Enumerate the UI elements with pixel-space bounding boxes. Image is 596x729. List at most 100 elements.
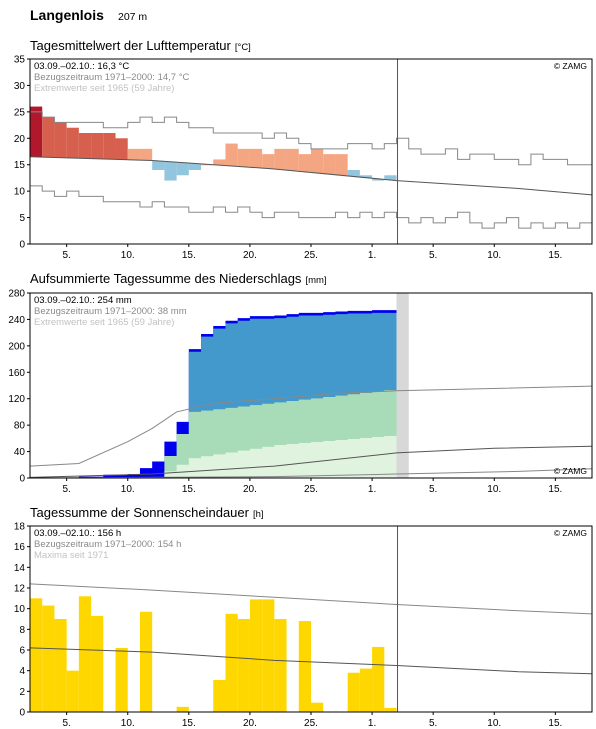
sun-bar xyxy=(298,621,311,712)
sun-bar xyxy=(359,668,373,712)
y-tick-label: 40 xyxy=(14,447,26,458)
sun-bar xyxy=(311,702,324,712)
temp-bar xyxy=(347,170,360,177)
y-tick-label: 4 xyxy=(19,666,25,677)
sun-bar xyxy=(42,605,55,712)
y-tick-label: 280 xyxy=(8,289,25,300)
y-tick-label: 16 xyxy=(14,542,26,553)
x-tick-label: 1. xyxy=(368,250,376,261)
precip-below-band xyxy=(30,435,397,478)
y-tick-label: 240 xyxy=(8,315,25,326)
climate-mean-line xyxy=(29,647,593,675)
y-tick-label: 120 xyxy=(8,394,25,405)
temp-bar xyxy=(176,162,189,176)
x-tick-label: 1. xyxy=(368,718,376,729)
sun-bar xyxy=(225,613,238,712)
temp-bar xyxy=(286,148,299,171)
plot-frame xyxy=(29,292,593,479)
record-max-line xyxy=(29,385,593,467)
y-tick-label: 80 xyxy=(14,421,26,432)
temp-bar xyxy=(188,163,202,170)
chart-title: Tagesmittelwert der Lufttemperatur [°C] xyxy=(30,38,251,53)
y-tick-label: 0 xyxy=(19,708,25,719)
sun-bar xyxy=(384,707,397,712)
charts: Tagesmittelwert der Lufttemperatur [°C] 0 5… xyxy=(8,38,593,729)
info-line-1: 03.09.–02.10.: 156 h xyxy=(34,528,121,539)
temp-bar xyxy=(237,148,250,167)
x-tick-label: 10. xyxy=(121,718,135,729)
y-tick-label: 10 xyxy=(14,187,26,198)
temp-bar xyxy=(164,161,177,181)
x-tick-label: 25. xyxy=(304,718,318,729)
x-tick-label: 5. xyxy=(429,484,437,495)
y-tick-label: 30 xyxy=(14,81,26,92)
y-tick-label: 5 xyxy=(19,213,25,224)
sun-bar xyxy=(347,672,360,712)
sun-bar xyxy=(78,596,92,712)
info-line-2: Bezugszeitraum 1971–2000: 154 h xyxy=(34,539,181,550)
climate-mean-line xyxy=(29,445,593,478)
x-tick-label: 15. xyxy=(548,718,562,729)
temp-bar xyxy=(335,154,348,176)
temp-bar xyxy=(225,143,238,166)
x-tick-label: 15. xyxy=(548,484,562,495)
sun-bar xyxy=(176,706,189,712)
chart-unit: [mm] xyxy=(305,275,326,286)
x-tick-label: 10. xyxy=(487,718,501,729)
temp-bar xyxy=(249,148,263,168)
chart-panel-1: Tagesmittelwert der Lufttemperatur [°C] 0 5… xyxy=(14,38,593,261)
x-tick-label: 25. xyxy=(304,250,318,261)
temp-bar xyxy=(66,127,79,159)
plot-frame xyxy=(29,58,593,245)
temp-bar xyxy=(323,154,336,175)
sun-bar xyxy=(66,670,79,712)
y-tick-label: 12 xyxy=(14,584,26,595)
temp-bar xyxy=(54,122,67,158)
sun-bar xyxy=(274,619,287,712)
info-line-1: 03.09.–02.10.: 254 mm xyxy=(34,295,132,306)
climate-mean-line xyxy=(29,156,593,196)
x-tick-label: 20. xyxy=(243,484,257,495)
x-tick-label: 5. xyxy=(429,250,437,261)
temp-bar xyxy=(127,148,140,160)
sun-bar xyxy=(139,611,153,712)
sun-bar xyxy=(213,679,226,712)
info-line-3: Extremwerte seit 1965 (59 Jahre) xyxy=(34,317,174,328)
credit-label: © ZAMG xyxy=(554,528,587,538)
y-tick-label: 160 xyxy=(8,368,25,379)
sun-bar xyxy=(30,598,43,712)
sun-bar xyxy=(91,615,104,712)
info-line-3: Maxima seit 1971 xyxy=(34,550,108,561)
y-tick-label: 15 xyxy=(14,160,26,171)
info-line-2: Bezugszeitraum 1971–2000: 38 mm xyxy=(34,306,187,317)
y-tick-label: 14 xyxy=(14,563,26,574)
y-tick-label: 6 xyxy=(19,646,25,657)
record-min-line xyxy=(30,185,592,229)
station-name: Langenlois xyxy=(30,7,104,23)
sun-bar xyxy=(262,599,275,712)
x-tick-label: 10. xyxy=(487,484,501,495)
sun-bar xyxy=(54,619,67,712)
chart-unit: [h] xyxy=(253,509,264,520)
temp-bar xyxy=(30,106,43,157)
temp-bar xyxy=(213,159,226,166)
credit-label: © ZAMG xyxy=(554,61,587,71)
temp-bar xyxy=(42,117,55,158)
credit-label: © ZAMG xyxy=(554,466,587,476)
x-tick-label: 20. xyxy=(243,718,257,729)
chart-panel-3: Tagessumme der Sonnenscheindauer [h] 0 2 4 6 8… xyxy=(14,505,593,729)
chart-unit: [°C] xyxy=(235,42,251,53)
temp-bar xyxy=(298,154,311,172)
y-tick-label: 2 xyxy=(19,687,25,698)
station-altitude: 207 m xyxy=(118,11,147,23)
x-tick-label: 15. xyxy=(182,718,196,729)
x-tick-label: 5. xyxy=(62,718,70,729)
y-tick-label: 0 xyxy=(19,240,25,251)
x-tick-label: 5. xyxy=(429,718,437,729)
record-max-line xyxy=(30,111,592,166)
x-tick-label: 10. xyxy=(487,250,501,261)
y-tick-label: 18 xyxy=(14,522,26,533)
x-tick-label: 20. xyxy=(243,250,257,261)
y-tick-label: 10 xyxy=(14,604,26,615)
